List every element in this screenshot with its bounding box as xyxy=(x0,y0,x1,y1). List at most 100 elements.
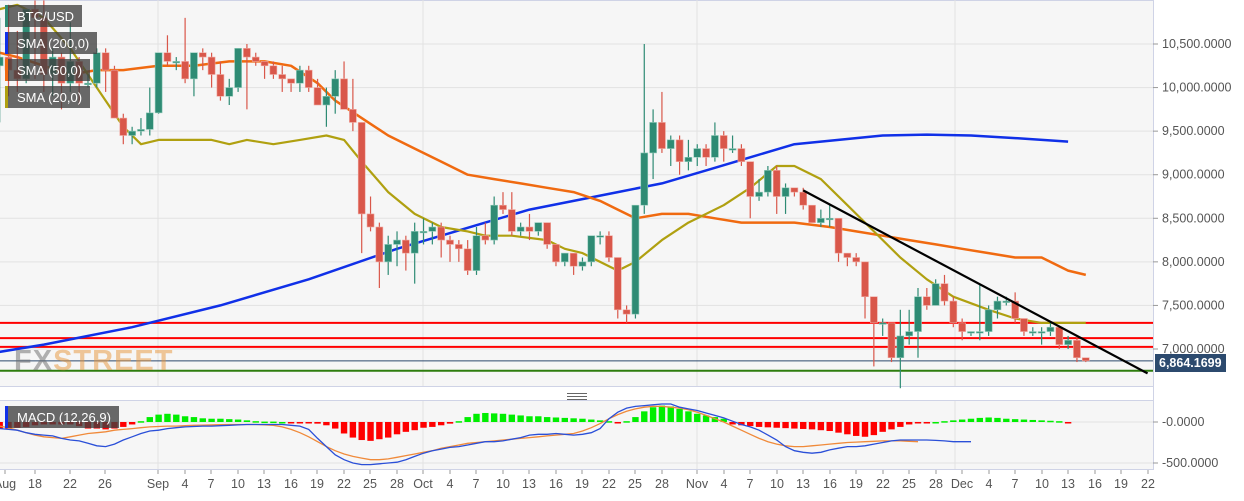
time-axis-label: Sep xyxy=(147,477,169,491)
candle xyxy=(490,204,498,241)
candle xyxy=(834,217,843,254)
candle xyxy=(666,139,675,149)
time-axis-label: 28 xyxy=(390,477,404,491)
candle xyxy=(914,296,922,332)
legend-btcusd[interactable]: BTC/USD xyxy=(5,5,83,27)
time-axis-label: 16 xyxy=(823,477,837,491)
candle xyxy=(702,148,710,158)
candle xyxy=(1081,357,1090,362)
candle xyxy=(940,283,949,302)
time-axis-label: 19 xyxy=(575,477,589,491)
candle xyxy=(799,191,808,206)
time-axis-label: 22 xyxy=(1141,477,1155,491)
candle xyxy=(958,322,966,332)
candle xyxy=(508,209,516,232)
candle xyxy=(711,135,719,158)
candle xyxy=(463,248,472,271)
legend-swatch-icon xyxy=(5,59,8,81)
candle xyxy=(428,226,437,232)
legend-label: SMA (200,0) xyxy=(17,35,90,51)
legend-swatch-icon xyxy=(5,5,8,27)
candle xyxy=(772,170,781,197)
candle xyxy=(596,235,604,238)
price-axis-label: 9,500.0000 xyxy=(1162,124,1225,138)
candle xyxy=(357,122,366,215)
candle xyxy=(764,170,772,193)
panel-resize-handle[interactable] xyxy=(567,393,587,400)
candle xyxy=(1037,331,1046,334)
time-axis-label: Nov xyxy=(686,477,709,491)
time-axis-label: 16 xyxy=(284,477,298,491)
legend-sma20[interactable]: SMA (20,0) xyxy=(5,86,91,108)
candle xyxy=(1028,331,1037,334)
candle xyxy=(0,56,4,67)
time-axis-label: 22 xyxy=(602,477,616,491)
time-axis-label: 13 xyxy=(257,477,271,491)
time-axis-label: 7 xyxy=(747,477,754,491)
candle xyxy=(967,331,975,334)
candle xyxy=(817,217,825,223)
candle xyxy=(587,235,596,263)
time-axis-label: 16 xyxy=(1088,477,1102,491)
candle xyxy=(543,222,551,245)
candle xyxy=(737,148,746,162)
legend-sma200[interactable]: SMA (200,0) xyxy=(5,32,98,54)
candle xyxy=(322,95,331,106)
trendline xyxy=(802,189,1149,375)
time-axis-label: 10 xyxy=(496,477,510,491)
candle xyxy=(870,296,878,324)
candle xyxy=(1073,339,1081,359)
candle xyxy=(976,331,984,334)
time-axis-label: 4 xyxy=(447,477,454,491)
candle xyxy=(1064,339,1072,345)
candle xyxy=(905,331,913,337)
candle xyxy=(313,87,322,106)
candle xyxy=(137,129,145,132)
time-axis-label: 4 xyxy=(986,477,993,491)
candle xyxy=(1011,300,1019,319)
legend-sma50[interactable]: SMA (50,0) xyxy=(5,59,91,81)
fxstreet-watermark: FXSTREET xyxy=(14,345,173,378)
candle xyxy=(923,296,931,306)
time-axis-label: 13 xyxy=(522,477,536,491)
legend-macd[interactable]: MACD (12,26,9) xyxy=(5,406,119,428)
watermark-street: STREET xyxy=(53,345,174,377)
candle xyxy=(243,48,251,58)
candle xyxy=(790,187,799,193)
candle xyxy=(110,69,119,119)
candle xyxy=(658,122,666,149)
candle xyxy=(163,52,172,62)
time-axis[interactable]: Aug 18 22 26 Sep 4 7 10 13 16 19 22 25 28 Oct 4 7 10 13 16 1… xyxy=(0,470,1155,491)
candle xyxy=(516,226,525,232)
candle xyxy=(719,135,728,149)
candle xyxy=(613,257,622,311)
price-axis[interactable]: 10,500.0000 10,000.0000 9,500.0000 9,000.00… xyxy=(1153,37,1232,356)
macd-axis[interactable]: -0.0000 -500.0000 xyxy=(1153,415,1218,470)
candle xyxy=(578,261,587,267)
legend-label: MACD (12,26,9) xyxy=(17,409,111,425)
time-axis-label: 22 xyxy=(337,477,351,491)
candle xyxy=(154,52,163,114)
candle xyxy=(455,244,463,250)
time-axis-label: 7 xyxy=(473,477,480,491)
candle xyxy=(304,69,313,88)
candle xyxy=(675,139,684,162)
candle xyxy=(993,300,1002,311)
candle xyxy=(331,78,340,97)
time-axis-label: 19 xyxy=(1114,477,1128,491)
candle xyxy=(887,322,896,359)
time-axis-label: 16 xyxy=(549,477,563,491)
candle xyxy=(101,52,110,71)
time-axis-label: 22 xyxy=(876,477,890,491)
current-price-tag: 6,864.1699 xyxy=(1155,354,1226,372)
candle xyxy=(861,261,869,298)
candle xyxy=(190,52,198,80)
candle xyxy=(366,213,375,228)
candle xyxy=(852,257,860,263)
time-axis-label: 10 xyxy=(1035,477,1049,491)
time-axis-label: 25 xyxy=(363,477,377,491)
candle xyxy=(93,52,101,84)
candle xyxy=(560,252,569,263)
